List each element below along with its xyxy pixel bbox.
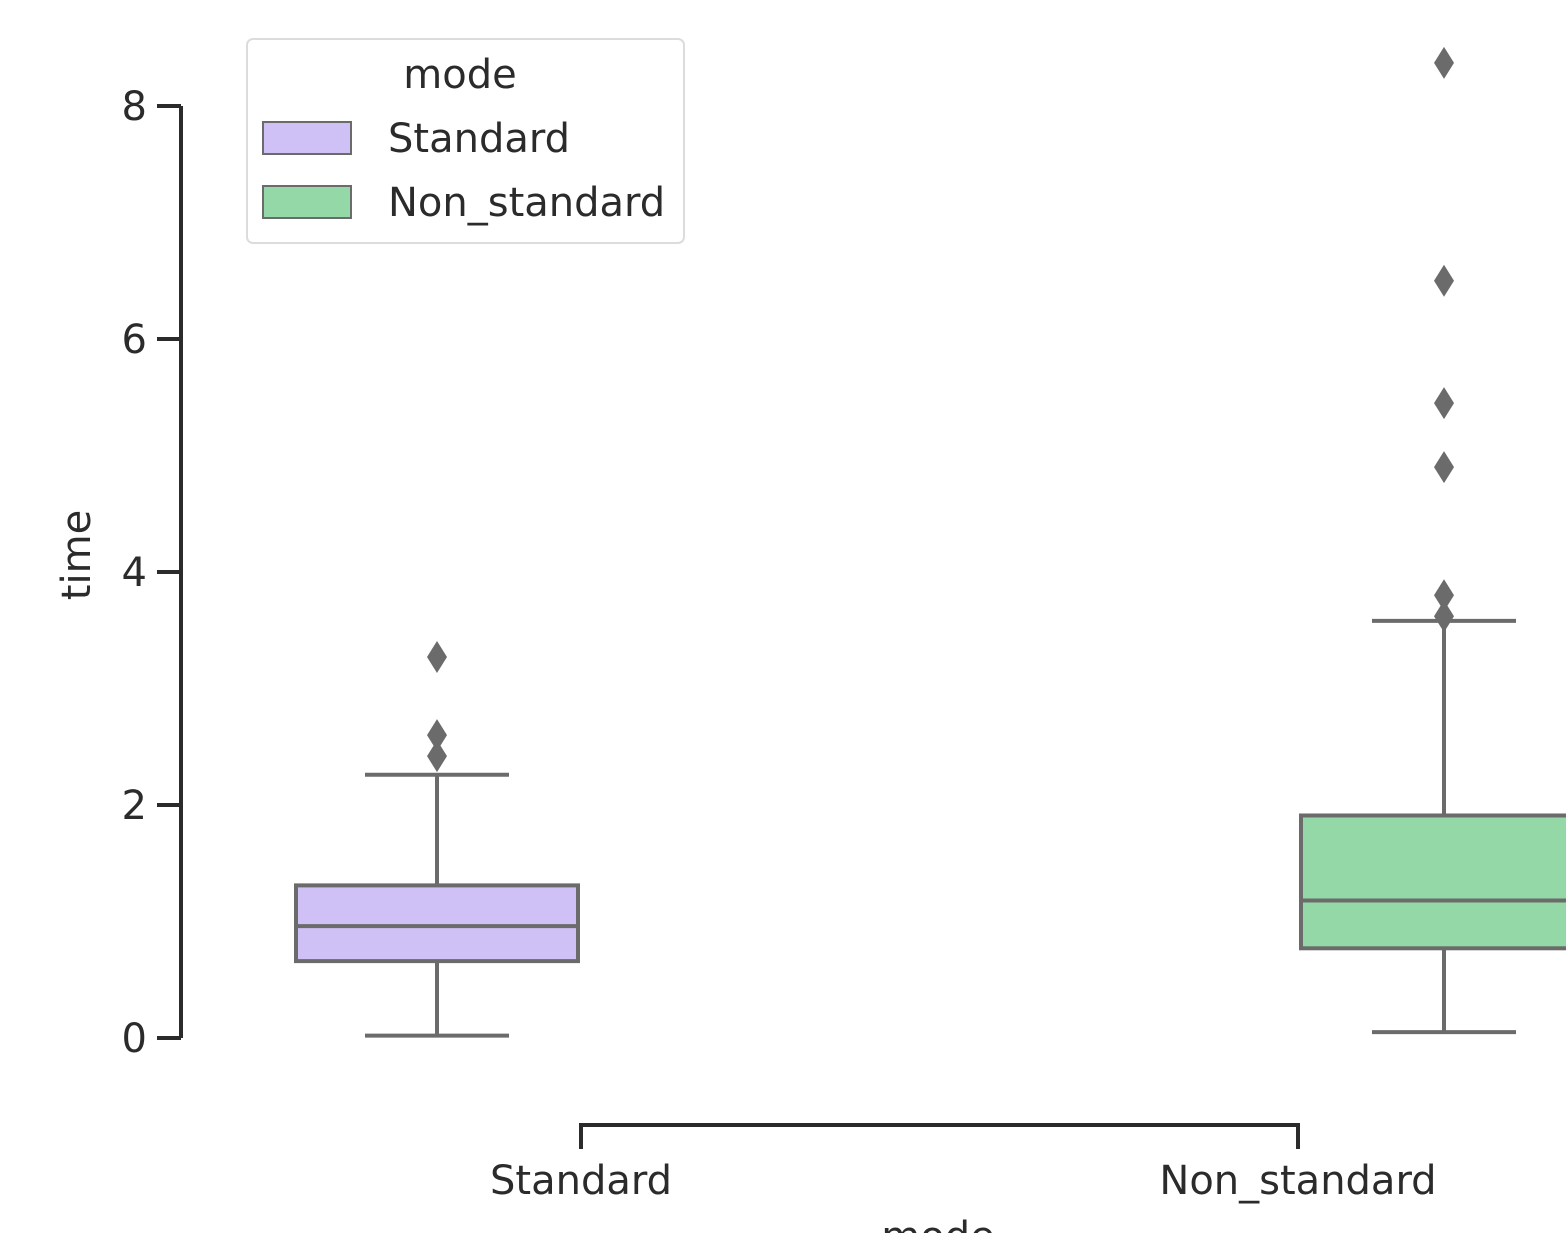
legend-swatch <box>262 121 352 155</box>
y-axis-title: time <box>54 510 100 600</box>
legend-label: Non_standard <box>388 180 665 226</box>
outlier-point <box>427 641 447 674</box>
x-axis-title: mode <box>881 1214 994 1233</box>
box-standard <box>294 641 580 1038</box>
outlier-point <box>1434 579 1454 612</box>
outlier-point <box>1434 264 1454 297</box>
y-tick-label: 4 <box>122 550 147 596</box>
outlier-point <box>1434 600 1454 633</box>
legend-title: mode <box>403 52 516 98</box>
y-axis: 0 2 4 6 8 <box>122 84 183 1062</box>
y-tick-label: 8 <box>122 84 147 130</box>
outlier-point <box>1434 46 1454 79</box>
iqr-box <box>1299 813 1566 951</box>
box-non-standard <box>1299 46 1566 1035</box>
x-tick-label: Non_standard <box>1159 1158 1436 1204</box>
y-tick-label: 2 <box>122 783 147 829</box>
legend-frame <box>246 38 685 244</box>
iqr-box <box>294 883 580 964</box>
outlier-point <box>427 740 447 773</box>
y-tick-label: 6 <box>122 317 147 363</box>
outlier-point <box>427 719 447 752</box>
outlier-point <box>1434 451 1454 484</box>
legend-label: Standard <box>388 116 570 162</box>
legend-swatch <box>262 185 352 219</box>
boxes <box>294 46 1566 1038</box>
x-axis: Standard Non_standard <box>490 1123 1437 1204</box>
x-tick-label: Standard <box>490 1158 672 1204</box>
legend: mode Standard Non_standard <box>246 38 685 244</box>
y-tick-label: 0 <box>122 1016 147 1062</box>
outlier-point <box>1434 387 1454 420</box>
